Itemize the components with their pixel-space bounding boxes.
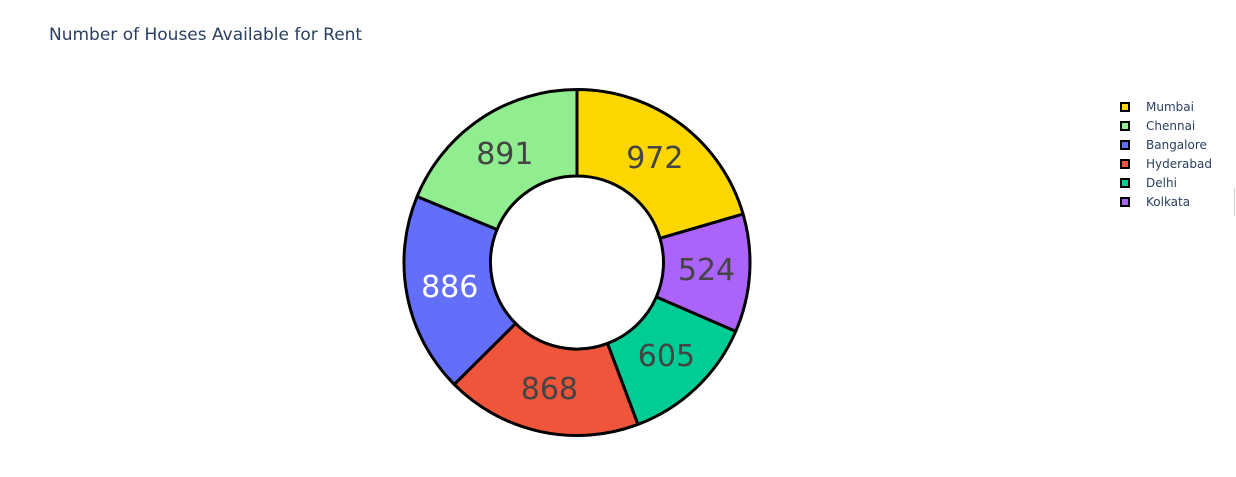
legend-swatch	[1120, 101, 1130, 112]
legend-swatch	[1120, 177, 1130, 188]
edge-divider	[1234, 188, 1235, 216]
legend-item-mumbai[interactable]: Mumbai	[1120, 97, 1212, 116]
legend-label: Hyderabad	[1146, 156, 1212, 171]
legend-label: Chennai	[1146, 118, 1196, 133]
slice-hyderabad[interactable]	[452, 321, 640, 437]
slice-value-kolkata: 524	[678, 253, 735, 288]
legend-swatch	[1120, 158, 1130, 169]
slice-value-chennai: 891	[476, 137, 533, 172]
slice-value-bangalore: 886	[421, 270, 478, 305]
slice-value-delhi: 605	[638, 339, 695, 374]
legend-label: Bangalore	[1146, 137, 1207, 152]
chart-title: Number of Houses Available for Rent	[49, 25, 363, 45]
legend-swatch	[1120, 139, 1130, 150]
legend-item-kolkata[interactable]: Kolkata	[1120, 192, 1212, 211]
legend-swatch	[1120, 196, 1130, 207]
slice-chennai[interactable]	[415, 88, 579, 232]
legend-label: Mumbai	[1146, 99, 1194, 114]
legend-item-hyderabad[interactable]: Hyderabad	[1120, 154, 1212, 173]
slice-value-hyderabad: 868	[521, 372, 578, 407]
legend-swatch	[1120, 120, 1130, 131]
slice-bangalore[interactable]	[402, 195, 518, 386]
legend[interactable]: Mumbai Chennai Bangalore Hyderabad Delhi Kolk…	[1120, 97, 1212, 211]
slice-mumbai[interactable]	[575, 88, 745, 240]
slice-value-mumbai: 972	[626, 141, 683, 176]
legend-item-bangalore[interactable]: Bangalore	[1120, 135, 1212, 154]
legend-item-chennai[interactable]: Chennai	[1120, 116, 1212, 135]
legend-label: Delhi	[1146, 175, 1177, 190]
legend-item-delhi[interactable]: Delhi	[1120, 173, 1212, 192]
legend-label: Kolkata	[1146, 194, 1191, 209]
